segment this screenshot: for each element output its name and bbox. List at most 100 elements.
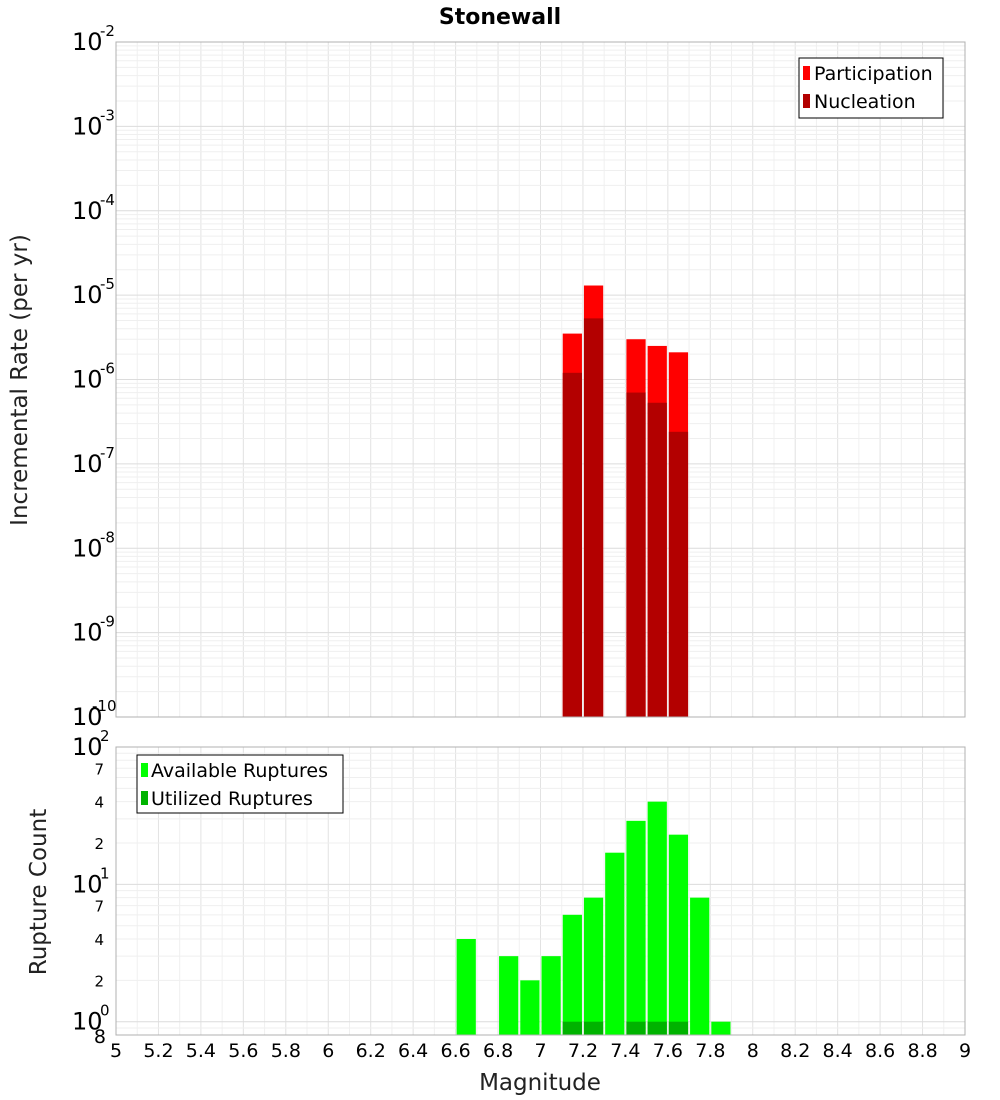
x-tick-label: 8.8: [907, 1040, 937, 1062]
available-ruptures-bar: [711, 1021, 731, 1035]
available-ruptures-bar: [690, 897, 710, 1035]
rate-y-tick-exponent: -7: [100, 444, 115, 462]
nucleation-bar: [626, 392, 646, 717]
available-ruptures-bar: [626, 820, 646, 1035]
rate-plot-border: [115, 41, 966, 718]
x-tick-label: 5.4: [186, 1040, 216, 1062]
count-y-tick-label: 10: [72, 1008, 103, 1036]
count-y-tick-label: 10: [72, 870, 103, 898]
utilized-ruptures-bar: [626, 1021, 646, 1035]
count-y-minor-tick-label: 4: [94, 794, 104, 812]
utilized-ruptures-bar: [668, 1021, 689, 1035]
rate-legend: Participation Nucleation: [798, 57, 944, 119]
count-y-tick-exponent: 0: [100, 1002, 110, 1020]
nucleation-bar: [562, 372, 582, 717]
count-bars: [456, 801, 731, 1035]
available-ruptures-bar: [668, 834, 689, 1035]
rate-gridlines: [116, 42, 965, 718]
rate-bars: [562, 285, 689, 717]
x-tick-label: 6.4: [398, 1040, 428, 1062]
x-tick-label: 8.4: [823, 1040, 853, 1062]
count-legend-box: [136, 754, 344, 814]
x-tick-label: 7.8: [695, 1040, 725, 1062]
count-y-min-label: 8: [94, 1026, 106, 1048]
count-y-minor-tick-label: 7: [94, 898, 104, 916]
x-tick-label: 5.8: [271, 1040, 301, 1062]
x-tick-label: 6.2: [356, 1040, 386, 1062]
x-tick-label: 5: [110, 1040, 122, 1062]
rate-y-tick-exponent: -9: [100, 613, 115, 631]
legend-label-available: Available Ruptures: [151, 760, 328, 782]
legend-label-nucleation: Nucleation: [814, 91, 916, 113]
rate-y-tick-exponent: -10: [92, 697, 117, 715]
rate-y-tick-label: 10: [72, 28, 103, 56]
available-ruptures-bar: [541, 956, 561, 1035]
x-tick-label: 8.6: [865, 1040, 895, 1062]
x-tick-label: 7.4: [610, 1040, 640, 1062]
utilized-ruptures-bar: [583, 1021, 604, 1035]
rate-y-tick-exponent: -2: [100, 22, 115, 40]
x-tick-label: 7.2: [568, 1040, 598, 1062]
x-axis-title: Magnitude: [479, 1070, 601, 1096]
count-legend: Available Ruptures Utilized Ruptures: [136, 754, 344, 814]
x-tick-label: 5.6: [228, 1040, 258, 1062]
x-tick-label: 9: [959, 1040, 971, 1062]
legend-swatch-nucleation: [803, 94, 810, 108]
available-ruptures-bar: [456, 939, 476, 1035]
x-tick-label: 6: [322, 1040, 334, 1062]
x-tick-label: 6.6: [440, 1040, 470, 1062]
utilized-ruptures-bar: [647, 1021, 667, 1035]
rate-y-tick-label: 10: [72, 112, 103, 140]
rate-y-tick-label: 10: [72, 619, 103, 647]
x-tick-label: 5.2: [143, 1040, 173, 1062]
available-ruptures-bar: [499, 956, 519, 1035]
legend-swatch-available: [141, 763, 148, 777]
chart-title: Stonewall: [439, 5, 561, 30]
rate-y-tick-label: 10: [72, 366, 103, 394]
count-plot-border: [115, 746, 966, 1036]
nucleation-bar: [583, 318, 604, 717]
rate-y-tick-exponent: -4: [100, 191, 115, 209]
count-y-minor-tick-label: 2: [94, 972, 104, 990]
count-x-ticks: 5 5.2 5.4 5.6 5.8 6 6.2 6.4 6.6 6.8 7 7.2 7.4 7.6 7.8 8…: [110, 1040, 971, 1062]
rate-y-tick-label: 10: [72, 703, 103, 731]
rate-y-tick-exponent: -5: [100, 275, 115, 293]
count-y-minor-tick-label: 2: [94, 835, 104, 853]
x-tick-label: 8.2: [780, 1040, 810, 1062]
rate-y-tick-exponent: -6: [100, 360, 115, 378]
legend-swatch-participation: [803, 66, 810, 80]
rate-y-tick-label: 10: [72, 197, 103, 225]
rate-y-tick-label: 10: [72, 281, 103, 309]
rate-y-tick-exponent: -3: [100, 106, 115, 124]
rate-legend-box: [798, 57, 944, 119]
x-tick-label: 6.8: [483, 1040, 513, 1062]
x-tick-label: 7.6: [653, 1040, 683, 1062]
count-y-minor-tick-label: 7: [94, 760, 104, 778]
available-ruptures-bar: [647, 801, 667, 1035]
available-ruptures-bar: [583, 897, 604, 1035]
rate-y-axis-title: Incremental Rate (per yr): [7, 234, 33, 526]
legend-label-utilized: Utilized Ruptures: [151, 788, 313, 810]
count-y-minor-tick-label: 4: [94, 931, 104, 949]
rate-y-tick-label: 10: [72, 534, 103, 562]
available-ruptures-bar: [605, 852, 625, 1035]
legend-swatch-utilized: [141, 791, 148, 805]
count-y-tick-exponent: 2: [100, 727, 110, 745]
count-y-tick-exponent: 1: [100, 864, 110, 882]
x-tick-label: 7: [534, 1040, 546, 1062]
x-tick-label: 8: [747, 1040, 759, 1062]
nucleation-bar: [647, 402, 667, 717]
rate-y-tick-label: 10: [72, 450, 103, 478]
available-ruptures-bar: [520, 980, 540, 1035]
count-y-tick-label: 10: [72, 733, 103, 761]
count-y-axis-title: Rupture Count: [26, 809, 52, 975]
available-ruptures-bar: [562, 914, 582, 1035]
utilized-ruptures-bar: [562, 1021, 582, 1035]
rate-y-tick-exponent: -8: [100, 528, 115, 546]
legend-label-participation: Participation: [814, 63, 933, 85]
